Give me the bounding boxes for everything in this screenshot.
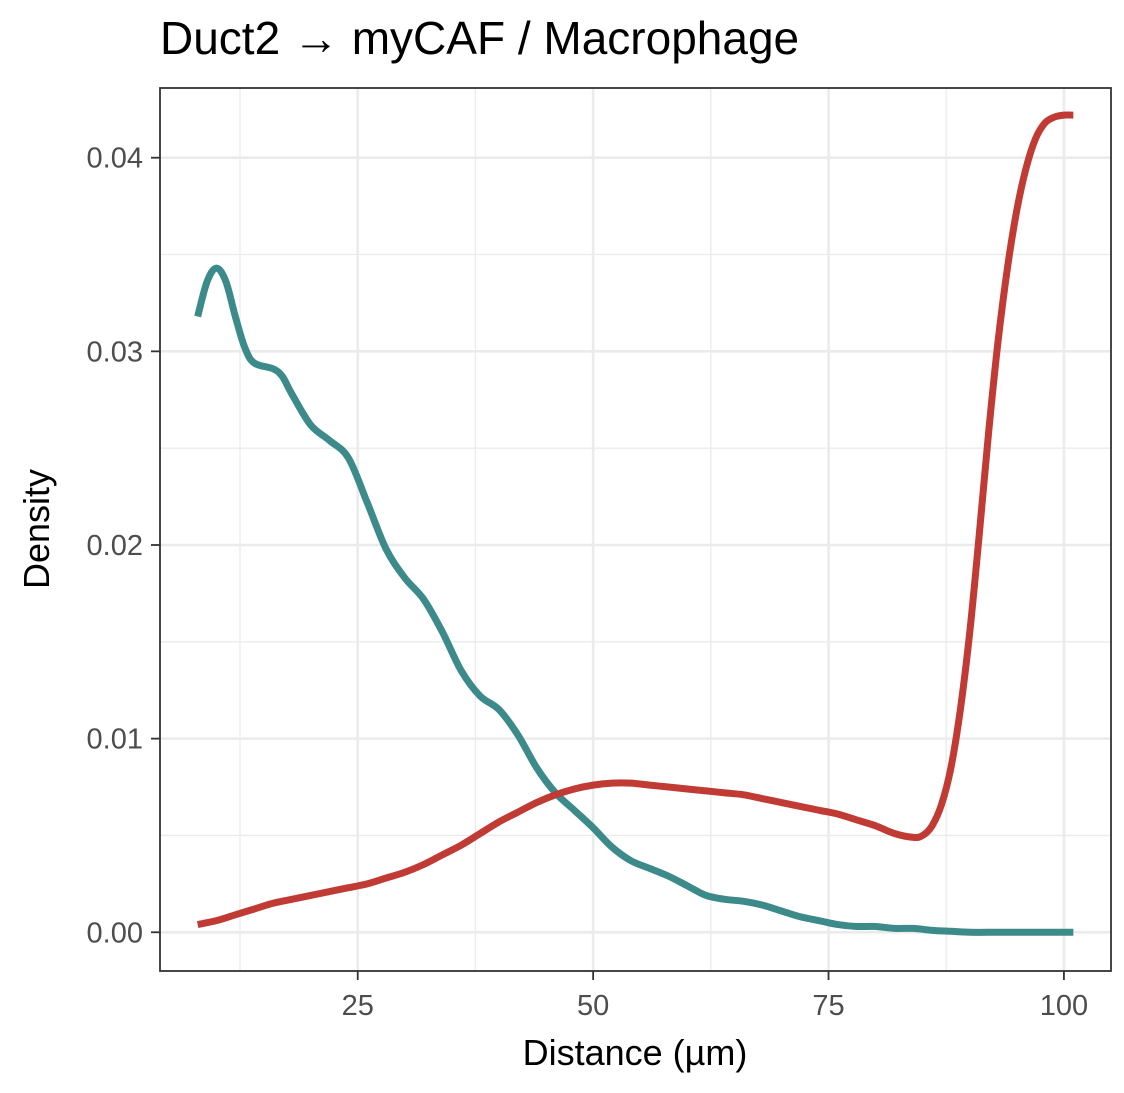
y-tick-label: 0.01 [87,724,143,756]
x-axis: 25 50 75 100 [342,971,1088,1022]
series-lines [194,111,1074,936]
y-axis-title: Density [16,469,57,589]
x-tick-label: 100 [1040,990,1088,1022]
y-tick-label: 0.03 [87,336,143,368]
density-series-line-2 [196,111,1074,928]
chart-title: Duct2 → myCAF / Macrophage [160,12,799,64]
x-tick-label: 75 [812,990,844,1022]
y-tick-label: 0.02 [87,530,143,562]
x-tick-label: 25 [342,990,374,1022]
density-series-line-1 [194,264,1074,936]
x-axis-title: Distance (µm) [523,1032,748,1073]
y-tick-label: 0.00 [87,917,143,949]
x-tick-label: 50 [577,990,609,1022]
plot-panel-border [159,87,1112,972]
y-tick-label: 0.04 [87,143,143,175]
plot-panel-background [160,88,1111,971]
y-axis: 0.00 0.01 0.02 0.03 0.04 [87,143,160,949]
minor-gridlines [160,88,1111,971]
